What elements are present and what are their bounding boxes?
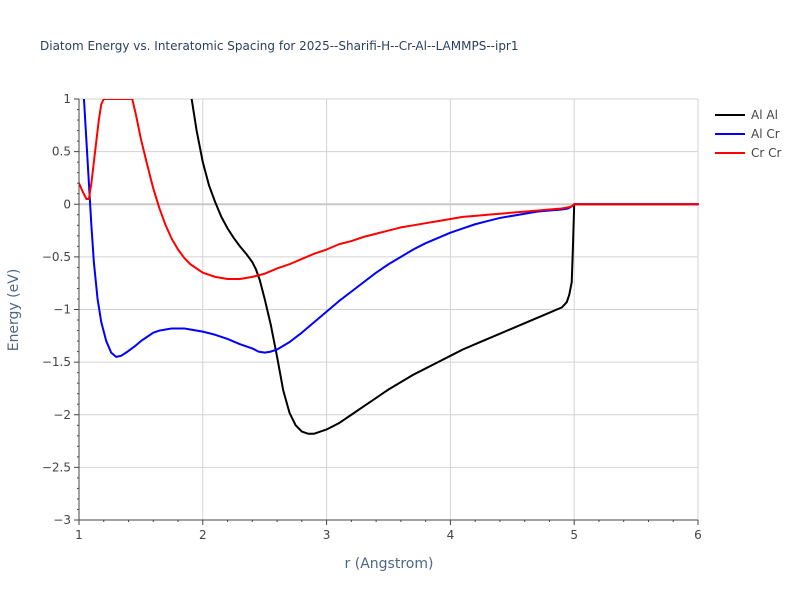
axes: 1 2 3 4 5 6 1 0.5 0 −0.5 −1 −1.5 −2 −2.5 −3	[42, 92, 702, 542]
x-tick-label: 4	[447, 528, 455, 542]
y-tick-label: 1	[63, 92, 71, 106]
plot-area	[79, 99, 699, 435]
legend[interactable]: Al Al Al Cr Cr Cr	[715, 108, 782, 160]
x-axis-title: r (Angstrom)	[345, 556, 434, 572]
legend-item-al-cr[interactable]: Al Cr	[715, 127, 780, 141]
series-line-al-cr	[82, 99, 699, 358]
legend-label: Al Al	[751, 108, 778, 122]
legend-label: Cr Cr	[751, 146, 782, 160]
x-tick-label: 1	[75, 528, 83, 542]
y-axis-title: Energy (eV)	[6, 269, 22, 352]
x-tick-label: 6	[694, 528, 702, 542]
y-tick-label: 0.5	[52, 145, 71, 159]
y-tick-label: −0.5	[42, 250, 71, 264]
legend-item-cr-cr[interactable]: Cr Cr	[715, 146, 782, 160]
series-line-al-al	[190, 99, 699, 435]
y-tick-label: 0	[63, 197, 71, 211]
x-tick-label: 2	[199, 528, 207, 542]
chart-title: Diatom Energy vs. Interatomic Spacing fo…	[40, 39, 519, 53]
y-tick-label: −3	[53, 513, 71, 527]
x-tick-label: 3	[323, 528, 331, 542]
grid	[79, 98, 699, 520]
y-tick-label: −2	[53, 408, 71, 422]
series-line-cr-cr	[79, 99, 699, 280]
legend-label: Al Cr	[751, 127, 780, 141]
x-tick-label: 5	[570, 528, 578, 542]
y-tick-label: −2.5	[42, 460, 71, 474]
y-tick-label: −1	[53, 303, 71, 317]
y-tick-label: −1.5	[42, 355, 71, 369]
legend-item-al-al[interactable]: Al Al	[715, 108, 778, 122]
